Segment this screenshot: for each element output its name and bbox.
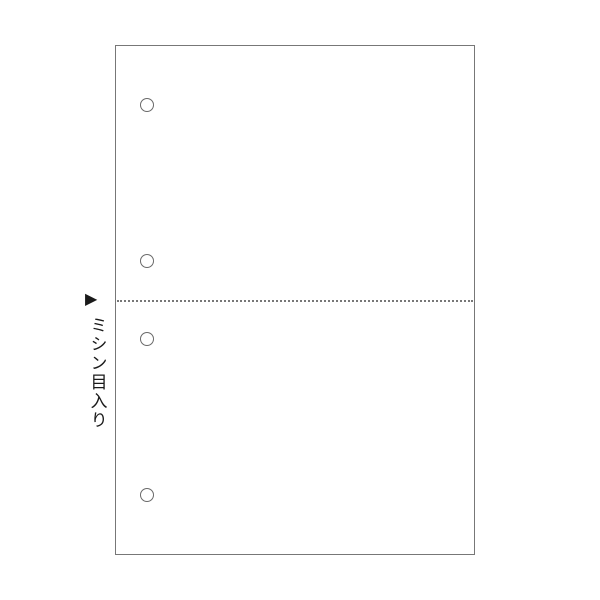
binder-hole-4: [140, 488, 154, 502]
binder-hole-1: [140, 98, 154, 112]
diagram-stage: ▶ ミシン目入り: [0, 0, 600, 600]
perforation-line: [117, 300, 473, 302]
binder-hole-2: [140, 254, 154, 268]
perforation-label: ミシン目入り: [85, 316, 110, 430]
perforation-arrow-icon: ▶: [85, 292, 97, 308]
binder-hole-3: [140, 332, 154, 346]
